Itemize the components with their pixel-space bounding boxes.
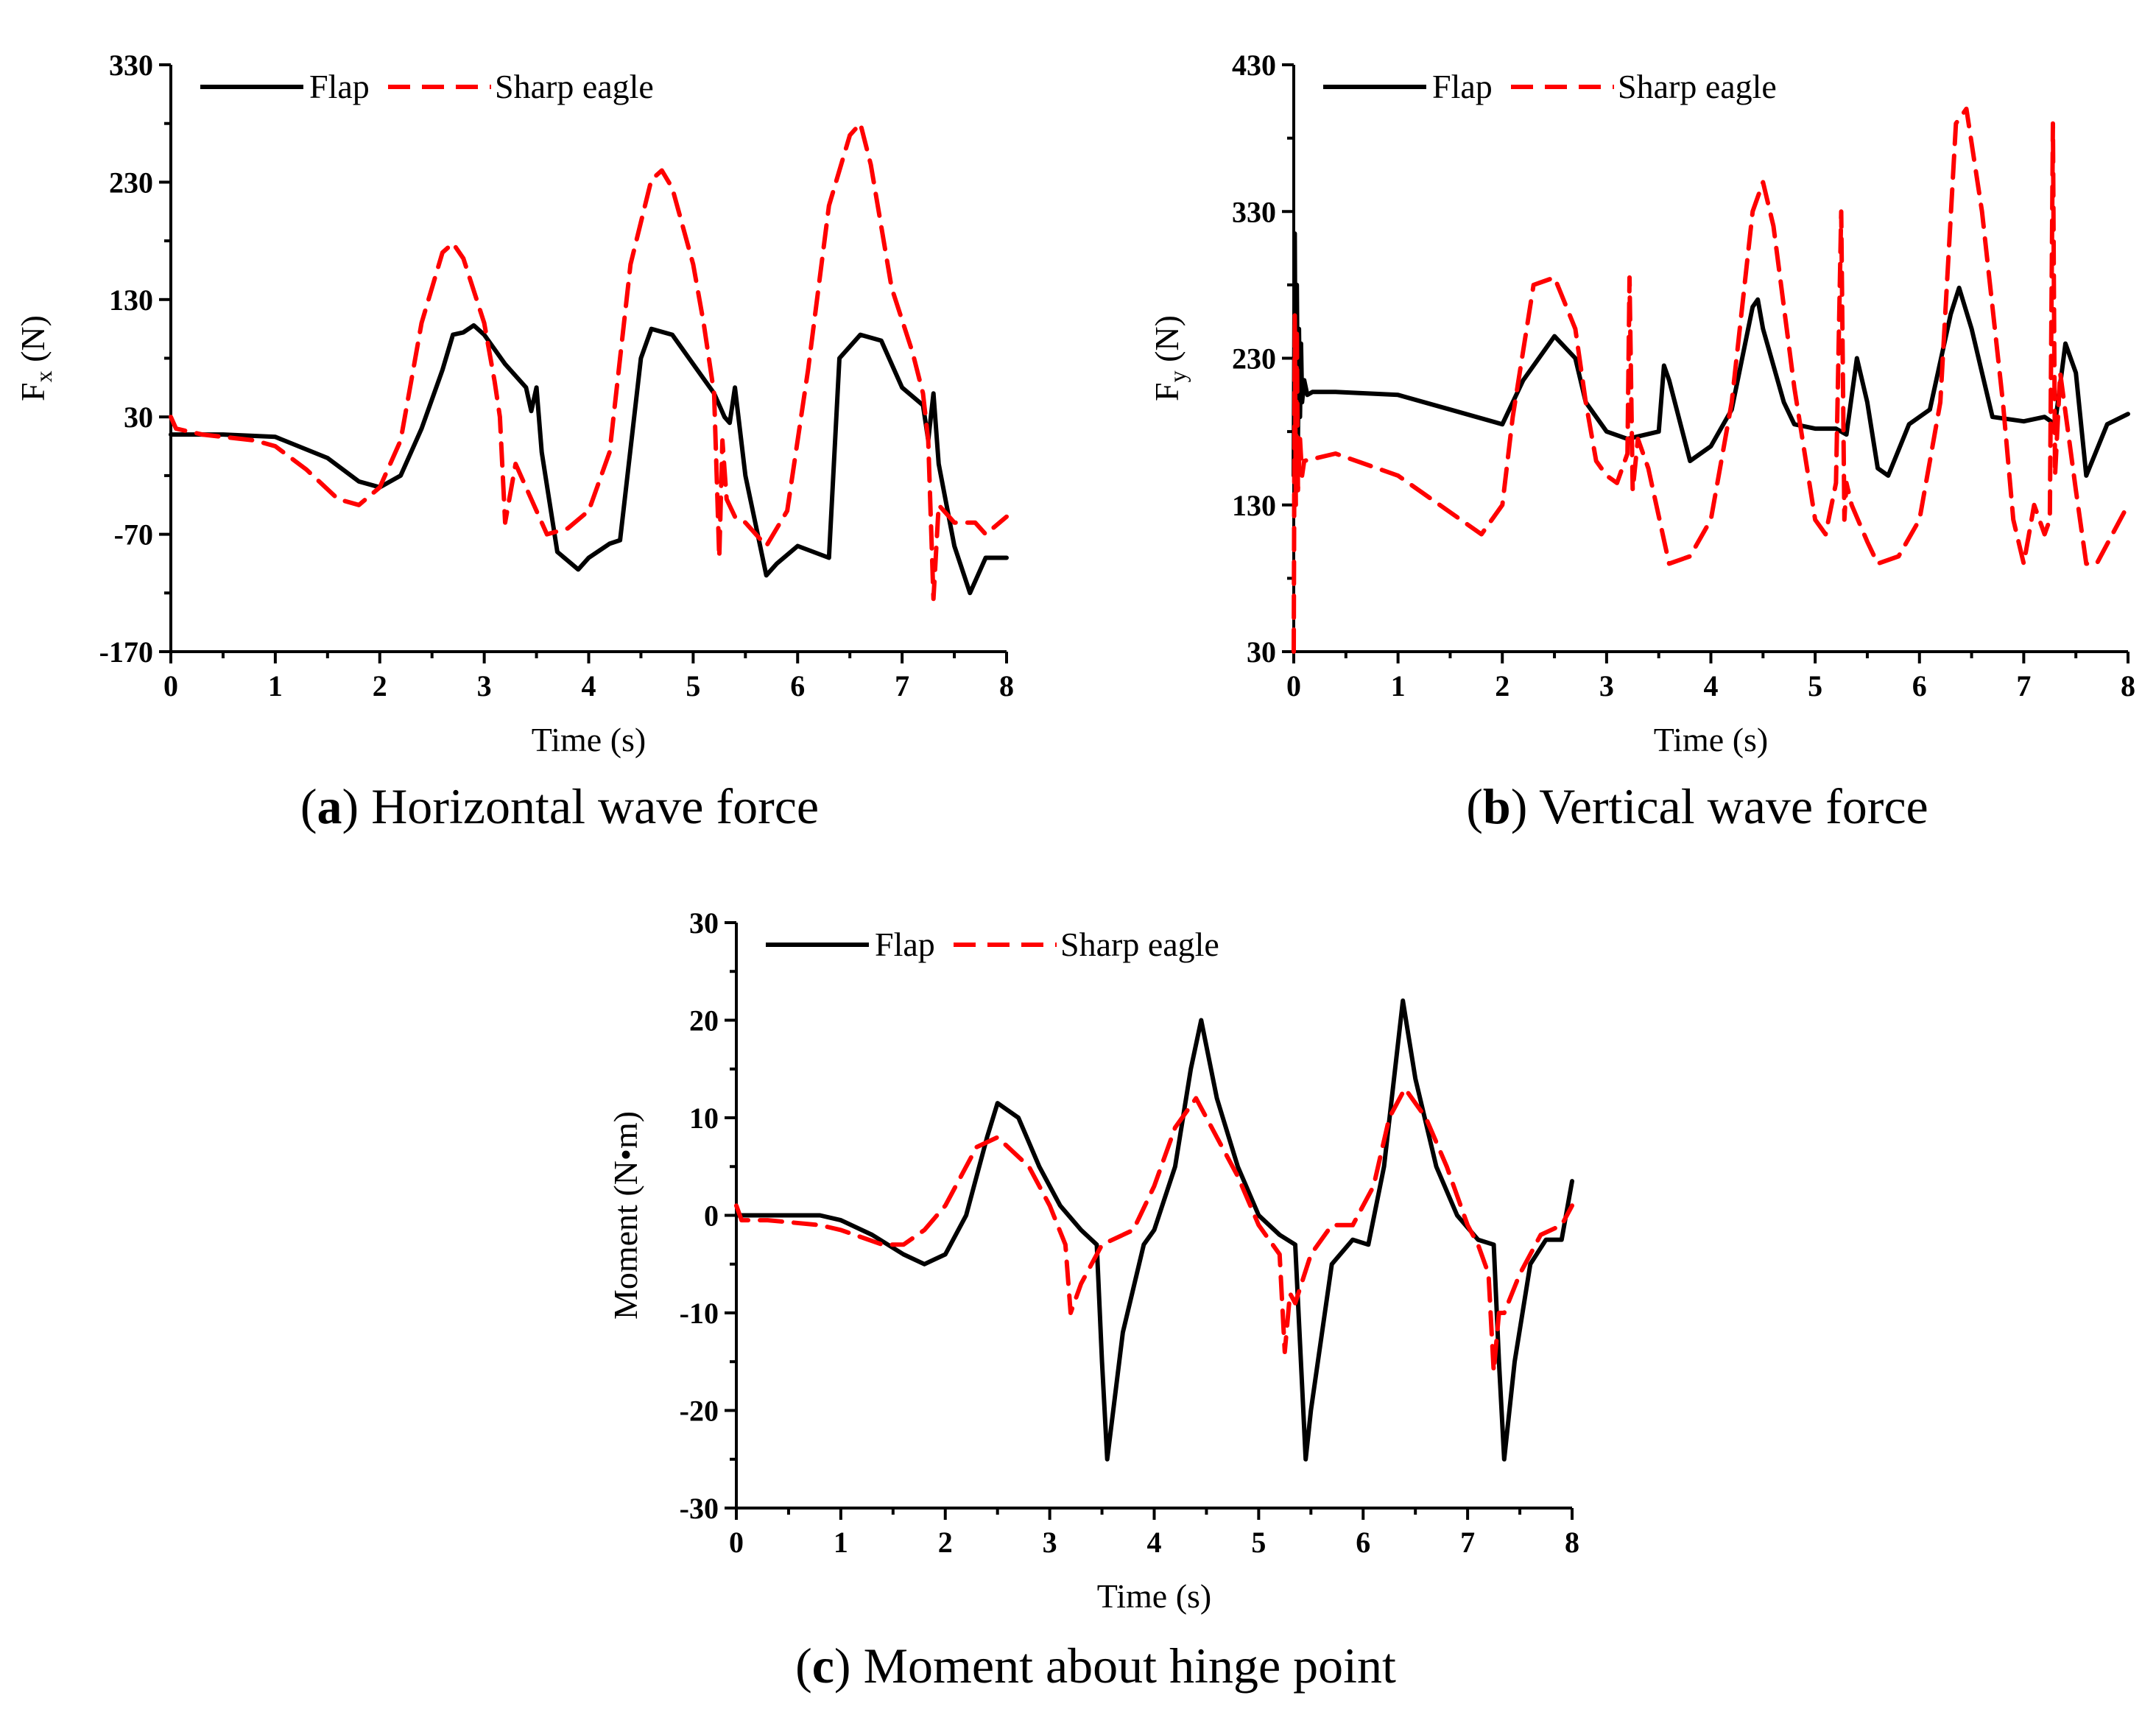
x-tick-label: 6: [790, 669, 805, 702]
y-axis-title: Fx (N): [14, 315, 57, 401]
x-tick-label: 1: [834, 1526, 848, 1559]
x-axis-title: Time (s): [532, 721, 647, 758]
chart-horizontal-wave-force: 0 1 2 3 4 5 6 7 8 -170 -70 30 130 230 330 Time (s) Fx (N…: [14, 49, 1014, 758]
series-flap-line: [1292, 231, 2130, 478]
x-tick-label: 2: [938, 1526, 953, 1559]
y-tick-label: 330: [109, 49, 153, 82]
y-tick-label: -70: [114, 518, 153, 552]
x-tick-label: 3: [477, 669, 492, 702]
x-axis-title: Time (s): [1654, 721, 1769, 758]
y-tick-label: 430: [1232, 49, 1276, 82]
x-tick-label: 2: [373, 669, 387, 702]
y-tick-label: -170: [99, 635, 153, 669]
y-tick-label: 30: [124, 401, 153, 434]
x-tick-label: 5: [686, 669, 700, 702]
series-sharp-eagle-line: [1292, 106, 2130, 654]
y-tick-label: 30: [689, 906, 719, 940]
legend-sharp-eagle-label: Sharp eagle: [495, 68, 654, 105]
x-tick-label: 5: [1808, 669, 1822, 702]
caption-a: (a) Horizontal wave force: [300, 778, 819, 834]
x-tick-label: 5: [1251, 1526, 1266, 1559]
y-tick-label: 130: [109, 283, 153, 317]
legend-flap-label: Flap: [875, 926, 935, 963]
x-tick-label: 8: [999, 669, 1014, 702]
x-tick-label: 8: [1565, 1526, 1579, 1559]
y-tick-label: 0: [704, 1200, 719, 1233]
x-tick-label: 3: [1599, 669, 1614, 702]
caption-b: (b) Vertical wave force: [1466, 778, 1928, 834]
x-tick-label: 1: [1391, 669, 1406, 702]
chart-vertical-wave-force: 0 1 2 3 4 5 6 7 8 30 130 230 330 430 Time (s) Fy (N) Fla…: [1148, 49, 2135, 758]
x-tick-label: 0: [1286, 669, 1301, 702]
y-tick-label: 330: [1232, 195, 1276, 228]
x-axis-title: Time (s): [1097, 1577, 1212, 1615]
legend-sharp-eagle-label: Sharp eagle: [1060, 926, 1219, 963]
chart-moment-about-hinge-point: 0 1 2 3 4 5 6 7 8 -30 -20 -10 0 10 20 30 Time (s) Moment …: [607, 906, 1579, 1615]
y-tick-label: -20: [680, 1395, 719, 1428]
y-tick-label: 10: [689, 1102, 719, 1135]
y-tick-label: -10: [680, 1297, 719, 1330]
y-tick-label: 20: [689, 1004, 719, 1038]
legend-flap-label: Flap: [309, 68, 370, 105]
series-sharp-eagle-line: [169, 121, 1009, 602]
x-tick-label: 7: [2016, 669, 2031, 702]
series-flap-line: [734, 998, 1574, 1462]
x-tick-label: 1: [268, 669, 283, 702]
x-tick-label: 8: [2121, 669, 2135, 702]
y-tick-label: 130: [1232, 489, 1276, 522]
series-flap-line: [169, 323, 1009, 596]
x-tick-label: 6: [1356, 1526, 1370, 1559]
y-tick-label: -30: [680, 1492, 719, 1525]
x-tick-label: 3: [1043, 1526, 1057, 1559]
x-tick-label: 4: [1704, 669, 1719, 702]
y-tick-label: 30: [1247, 635, 1276, 669]
y-axis-title: Moment (N•m): [607, 1111, 644, 1320]
x-tick-label: 6: [1912, 669, 1927, 702]
x-tick-label: 0: [729, 1526, 744, 1559]
y-tick-label: 230: [1232, 342, 1276, 376]
y-axis-title: Fy (N): [1148, 315, 1191, 401]
x-tick-label: 4: [582, 669, 596, 702]
x-tick-label: 7: [895, 669, 909, 702]
x-tick-label: 7: [1460, 1526, 1475, 1559]
legend-flap-label: Flap: [1432, 68, 1493, 105]
y-tick-label: 230: [109, 166, 153, 199]
legend-sharp-eagle-label: Sharp eagle: [1618, 68, 1777, 105]
x-tick-label: 4: [1147, 1526, 1162, 1559]
x-tick-label: 0: [163, 669, 178, 702]
caption-c: (c) Moment about hinge point: [795, 1638, 1396, 1694]
series-sharp-eagle-line: [734, 1086, 1574, 1374]
x-tick-label: 2: [1495, 669, 1509, 702]
